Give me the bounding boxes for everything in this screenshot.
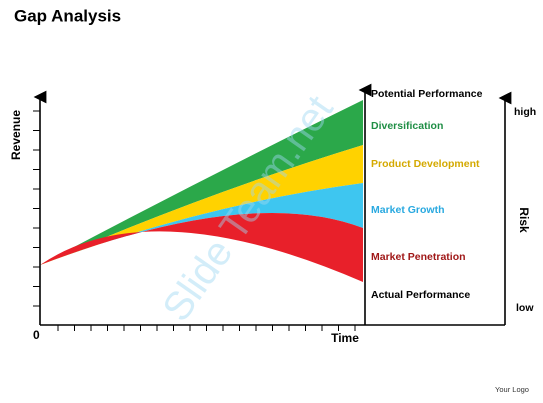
bands	[40, 100, 363, 282]
risk-label: Risk	[517, 207, 531, 233]
band-label: Product Development	[371, 158, 480, 170]
band-label: Market Penetration	[371, 251, 466, 263]
risk-low: low	[516, 302, 534, 314]
ticks	[33, 110, 356, 331]
band-market-penetration	[40, 212, 363, 282]
band-label: Potential Performance	[371, 88, 483, 100]
risk-high: high	[514, 106, 536, 118]
x-axis-label: Time	[331, 331, 359, 345]
band-label: Market Growth	[371, 204, 445, 216]
band-diversification	[40, 100, 363, 265]
band-market-growth	[40, 183, 363, 265]
y-axis-label: Revenue	[9, 110, 23, 160]
band-label: Diversification	[371, 120, 443, 132]
title: Gap Analysis	[14, 6, 121, 25]
logo-placeholder: Your Logo	[495, 385, 529, 394]
origin-label: 0	[33, 328, 40, 342]
band-label: Actual Performance	[371, 289, 470, 301]
